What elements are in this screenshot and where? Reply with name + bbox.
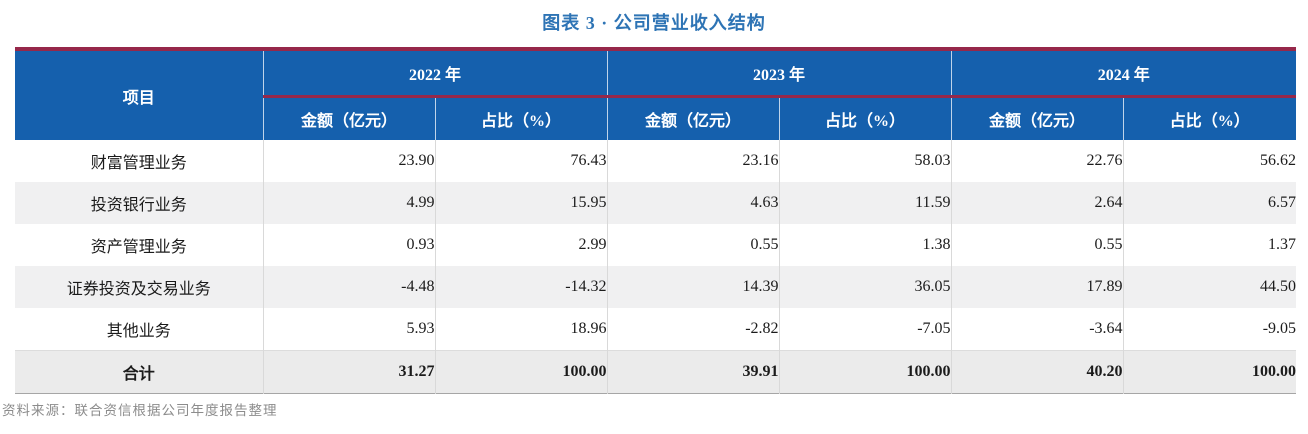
cell-value: 4.99 [262, 182, 435, 224]
column-header-amount-2024: 金额（亿元） [950, 96, 1124, 140]
column-header-year-2022: 2022 年 [262, 49, 608, 98]
header-metric-row: 金额（亿元） 占比（%） 金额（亿元） 占比（%） 金额（亿元） 占比（%） [15, 96, 1297, 140]
cell-value: 2.64 [950, 182, 1124, 224]
cell-value: 40.20 [950, 350, 1124, 394]
row-label: 资产管理业务 [90, 239, 187, 256]
cell-value: 4.63 [606, 182, 780, 224]
column-header-share-2024: 占比（%） [1122, 96, 1297, 140]
table-row: 投资银行业务 4.99 15.95 4.63 11.59 2.64 6.57 [15, 182, 1297, 224]
table-row: 证券投资及交易业务 -4.48 -14.32 14.39 36.05 17.89… [15, 266, 1297, 308]
cell-value: 15.95 [434, 182, 608, 224]
figure-title: 图表 3 · 公司营业收入结构 [542, 13, 766, 33]
table-row: 其他业务 5.93 18.96 -2.82 -7.05 -3.64 -9.05 [15, 308, 1297, 351]
row-label: 其他业务 [106, 323, 171, 340]
cell-value: 22.76 [950, 140, 1124, 182]
cell-value: 1.38 [778, 224, 952, 266]
cell-value: 100.00 [778, 350, 952, 394]
cell-value: 100.00 [434, 350, 608, 394]
row-label: 证券投资及交易业务 [66, 281, 211, 298]
data-source-note: 资料来源：联合资信根据公司年度报告整理 [2, 403, 278, 418]
cell-value: -2.82 [606, 308, 780, 351]
cell-value: 14.39 [606, 266, 780, 308]
cell-value: 31.27 [262, 350, 435, 394]
revenue-structure-table: 项目 2022 年 2023 年 2024 年 金额（亿元） 占比（%） 金额（… [15, 47, 1297, 394]
cell-value: 39.91 [606, 350, 780, 394]
cell-value: 56.62 [1122, 140, 1297, 182]
cell-value: 17.89 [950, 266, 1124, 308]
column-header-item: 项目 [15, 49, 264, 140]
column-header-amount-2022: 金额（亿元） [263, 96, 435, 140]
cell-value: -7.05 [778, 308, 952, 351]
cell-value: 0.55 [950, 224, 1124, 266]
row-label: 财富管理业务 [90, 155, 187, 172]
cell-value: 58.03 [778, 140, 952, 182]
row-label: 投资银行业务 [90, 197, 187, 214]
column-header-share-2022: 占比（%） [434, 96, 608, 140]
cell-value: 18.96 [434, 308, 608, 351]
cell-value: 44.50 [1122, 266, 1297, 308]
table-row: 资产管理业务 0.93 2.99 0.55 1.38 0.55 1.37 [15, 224, 1297, 266]
cell-value: 23.90 [262, 140, 435, 182]
column-header-year-2023: 2023 年 [606, 49, 952, 98]
cell-value: 11.59 [778, 182, 952, 224]
cell-value: 23.16 [606, 140, 780, 182]
header-year-row: 项目 2022 年 2023 年 2024 年 [15, 49, 1297, 140]
column-header-amount-2023: 金额（亿元） [606, 96, 780, 140]
column-header-share-2023: 占比（%） [778, 96, 952, 140]
cell-value: -4.48 [262, 266, 435, 308]
cell-value: -14.32 [434, 266, 608, 308]
table-body: 财富管理业务 23.90 76.43 23.16 58.03 22.76 56.… [15, 140, 1297, 394]
cell-value: 0.93 [262, 224, 435, 266]
cell-value: 5.93 [262, 308, 435, 351]
column-header-year-2024: 2024 年 [950, 49, 1297, 98]
cell-value: 6.57 [1122, 182, 1297, 224]
row-label-total: 合计 [122, 366, 155, 383]
table-row-total: 合计 31.27 100.00 39.91 100.00 40.20 100.0… [15, 350, 1297, 394]
table-header: 项目 2022 年 2023 年 2024 年 金额（亿元） 占比（%） 金额（… [15, 49, 1297, 140]
cell-value: 0.55 [606, 224, 780, 266]
cell-value: 2.99 [434, 224, 608, 266]
cell-value: 100.00 [1122, 350, 1297, 394]
cell-value: -9.05 [1122, 308, 1297, 351]
cell-value: -3.64 [950, 308, 1124, 351]
cell-value: 1.37 [1122, 224, 1297, 266]
table-row: 财富管理业务 23.90 76.43 23.16 58.03 22.76 56.… [15, 140, 1297, 182]
cell-value: 76.43 [434, 140, 608, 182]
cell-value: 36.05 [778, 266, 952, 308]
